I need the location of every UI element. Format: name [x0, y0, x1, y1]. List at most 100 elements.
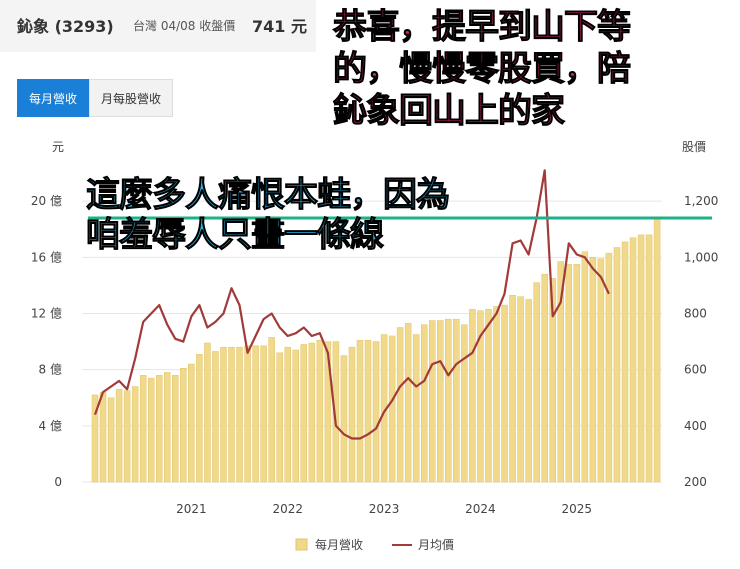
revenue-bar	[348, 346, 356, 483]
revenue-bar	[115, 389, 123, 483]
tab-monthly-eps-revenue[interactable]: 月每股營收	[89, 79, 174, 117]
revenue-bar	[412, 334, 420, 483]
revenue-bar	[573, 264, 581, 483]
revenue-bar	[613, 247, 621, 483]
left-axis-unit: 元	[52, 140, 64, 154]
revenue-bar	[164, 372, 171, 483]
revenue-bar	[284, 346, 291, 483]
revenue-bar	[565, 264, 573, 483]
revenue-bar	[340, 355, 348, 483]
left-tick-label: 16 億	[31, 250, 62, 264]
revenue-bar	[107, 397, 115, 483]
revenue-bar	[99, 391, 107, 483]
revenue-bar	[629, 237, 637, 483]
x-tick-label: 2025	[562, 502, 593, 516]
revenue-bar	[461, 324, 468, 483]
stock-name: 鈊象 (3293)	[17, 17, 114, 36]
revenue-bar	[252, 345, 259, 483]
revenue-bar	[172, 375, 179, 483]
revenue-bar	[188, 363, 195, 483]
quote-price: 741 元	[252, 17, 307, 36]
x-tick-label: 2022	[272, 502, 303, 516]
revenue-bar	[509, 294, 516, 483]
left-tick-label: 4 億	[39, 419, 62, 433]
revenue-bar	[469, 309, 476, 483]
revenue-bar	[637, 234, 645, 483]
revenue-bar	[292, 349, 299, 483]
revenue-bar	[131, 386, 139, 483]
revenue-bar	[493, 306, 500, 483]
overlay-caption-top: 恭喜，提早到山下等 的，慢慢零股買，陪 鈊象回山上的家	[333, 6, 733, 132]
revenue-bar	[332, 341, 340, 483]
right-tick-label: 800	[684, 307, 707, 321]
right-tick-label: 600	[684, 363, 707, 377]
chart-tabs: 每月營收 月每股營收	[17, 79, 174, 117]
legend-price-label: 月均價	[418, 538, 454, 552]
revenue-bar	[372, 341, 380, 483]
revenue-bar	[139, 375, 147, 483]
tab-monthly-revenue[interactable]: 每月營收	[17, 79, 90, 117]
revenue-bar	[621, 241, 629, 483]
revenue-bar	[645, 234, 653, 483]
left-tick-label: 12 億	[31, 307, 62, 321]
revenue-bar	[260, 345, 267, 483]
revenue-bar	[300, 344, 308, 483]
x-tick-label: 2024	[465, 502, 496, 516]
price-line	[93, 169, 610, 440]
x-tick-label: 2023	[369, 502, 400, 516]
revenue-bar	[453, 318, 460, 483]
revenue-bar	[404, 323, 412, 483]
right-axis-unit: 股價	[682, 140, 706, 154]
revenue-bar	[196, 353, 203, 483]
overlay-top-line-2: 的，慢慢零股買，陪	[333, 49, 632, 90]
revenue-bar	[525, 299, 532, 483]
overlay-top-line-3: 鈊象回山上的家	[333, 91, 566, 132]
revenue-bar	[180, 368, 187, 483]
revenue-bar	[396, 327, 404, 483]
revenue-bar	[123, 390, 131, 483]
revenue-bar	[501, 304, 508, 483]
revenue-bar	[244, 345, 251, 483]
right-tick-label: 1,000	[684, 250, 718, 264]
revenue-bar	[485, 309, 492, 483]
revenue-bar	[605, 252, 613, 483]
revenue-bar	[212, 351, 219, 483]
legend-revenue-swatch	[295, 538, 308, 551]
revenue-bar	[155, 375, 163, 483]
revenue-bar	[316, 339, 324, 483]
x-tick-label: 2021	[176, 502, 207, 516]
legend-revenue-label: 每月營收	[315, 537, 363, 552]
revenue-bar	[356, 339, 364, 483]
revenue-bar	[549, 278, 556, 483]
overlay-top-line-1: 恭喜，提早到山下等	[333, 7, 632, 48]
revenue-bar	[445, 318, 452, 483]
revenue-bar	[147, 377, 155, 483]
revenue-bar	[220, 346, 227, 483]
revenue-bar	[364, 339, 372, 483]
revenue-bar	[597, 258, 605, 483]
revenue-bar	[541, 273, 548, 483]
revenue-bar	[388, 335, 396, 483]
stock-header: 鈊象 (3293) 台灣 04/08 收盤價 741 元	[0, 0, 316, 52]
revenue-bar	[276, 352, 283, 483]
revenue-bar	[236, 346, 243, 483]
left-tick-label: 0	[54, 475, 62, 489]
revenue-bar	[533, 282, 540, 483]
left-tick-label: 20 億	[31, 194, 62, 208]
revenue-bar	[653, 217, 661, 483]
overlay-mid-line-1: 這麼多人痛恨本蛙，因為	[86, 175, 451, 216]
revenue-bar	[420, 324, 428, 483]
right-tick-label: 1,200	[684, 194, 718, 208]
revenue-bar	[589, 257, 597, 483]
revenue-bar	[581, 251, 589, 483]
revenue-bar	[204, 342, 211, 483]
overlay-mid-line-2: 咱羞辱人只畫一條線	[86, 215, 385, 256]
revenue-bar	[557, 261, 564, 483]
revenue-bar	[268, 337, 275, 483]
overlay-caption-middle: 這麼多人痛恨本蛙，因為 咱羞辱人只畫一條線	[86, 175, 566, 256]
revenue-bar	[437, 320, 444, 483]
revenue-bar	[429, 320, 436, 483]
quote-label: 台灣 04/08 收盤價	[133, 19, 236, 33]
left-tick-label: 8 億	[39, 363, 62, 377]
